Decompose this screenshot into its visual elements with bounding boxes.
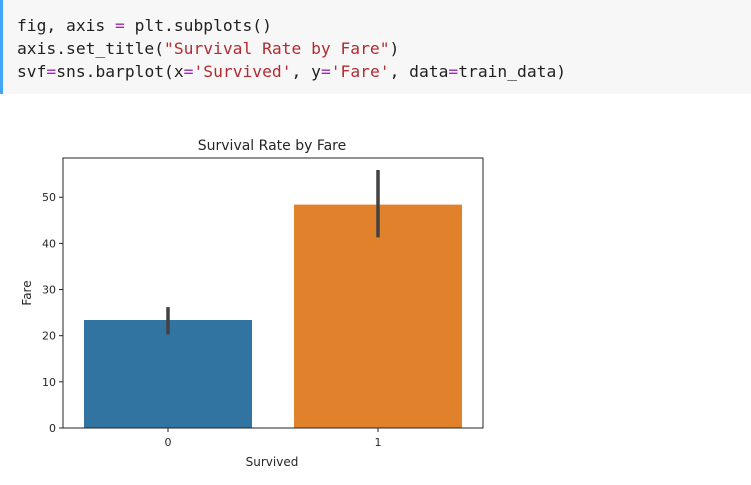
y-tick-label: 10 [42,376,56,389]
code-token: svf [17,62,47,81]
code-token: sns.barplot(x [56,62,184,81]
code-token: ) [389,39,400,58]
cell-accent-bar [0,0,3,94]
bar-chart: Survival Rate by Fare Survived Fare 0 101… [20,138,484,469]
code-operator-token: = [115,16,125,35]
code-string-token: 'Fare' [330,62,390,81]
code-token: axis.set_title( [17,39,165,58]
bar-0 [84,320,252,428]
x-axis-label: Survived [246,455,299,469]
plot-area [84,170,462,428]
chart-title: Survival Rate by Fare [198,138,346,154]
bar-1 [294,204,462,428]
code-cell[interactable]: fig, axis = plt.subplots() axis.set_title… [0,0,751,94]
code-token: , y [291,62,321,81]
x-tick-label: 1 [375,436,382,449]
y-tick-label: 50 [42,191,56,204]
y-tick-label: 0 [49,422,56,435]
code-operator-token: = [46,62,57,81]
code-line-1: fig, axis = plt.subplots() [17,14,566,37]
y-axis-label: Fare [20,280,34,305]
axes-frame [62,157,484,429]
code-operator-token: = [183,62,194,81]
y-tick-label: 30 [42,284,56,297]
code-line-2: axis.set_title("Survival Rate by Fare") [17,37,566,60]
code-editor[interactable]: fig, axis = plt.subplots() axis.set_title… [17,14,566,83]
code-token: train_data) [458,62,567,81]
code-operator-token: = [448,62,459,81]
y-tick-label: 40 [42,237,56,250]
code-string-token: 'Survived' [193,62,292,81]
x-tick-label: 0 [165,436,172,449]
code-operator-token: = [320,62,331,81]
y-tick-label: 20 [42,330,56,343]
code-token: , data [389,62,449,81]
code-token: fig, axis [17,16,116,35]
code-string-token: "Survival Rate by Fare" [164,39,390,58]
code-token: plt.subplots() [124,16,272,35]
code-line-3: svf=sns.barplot(x='Survived', y='Fare', … [17,60,566,83]
